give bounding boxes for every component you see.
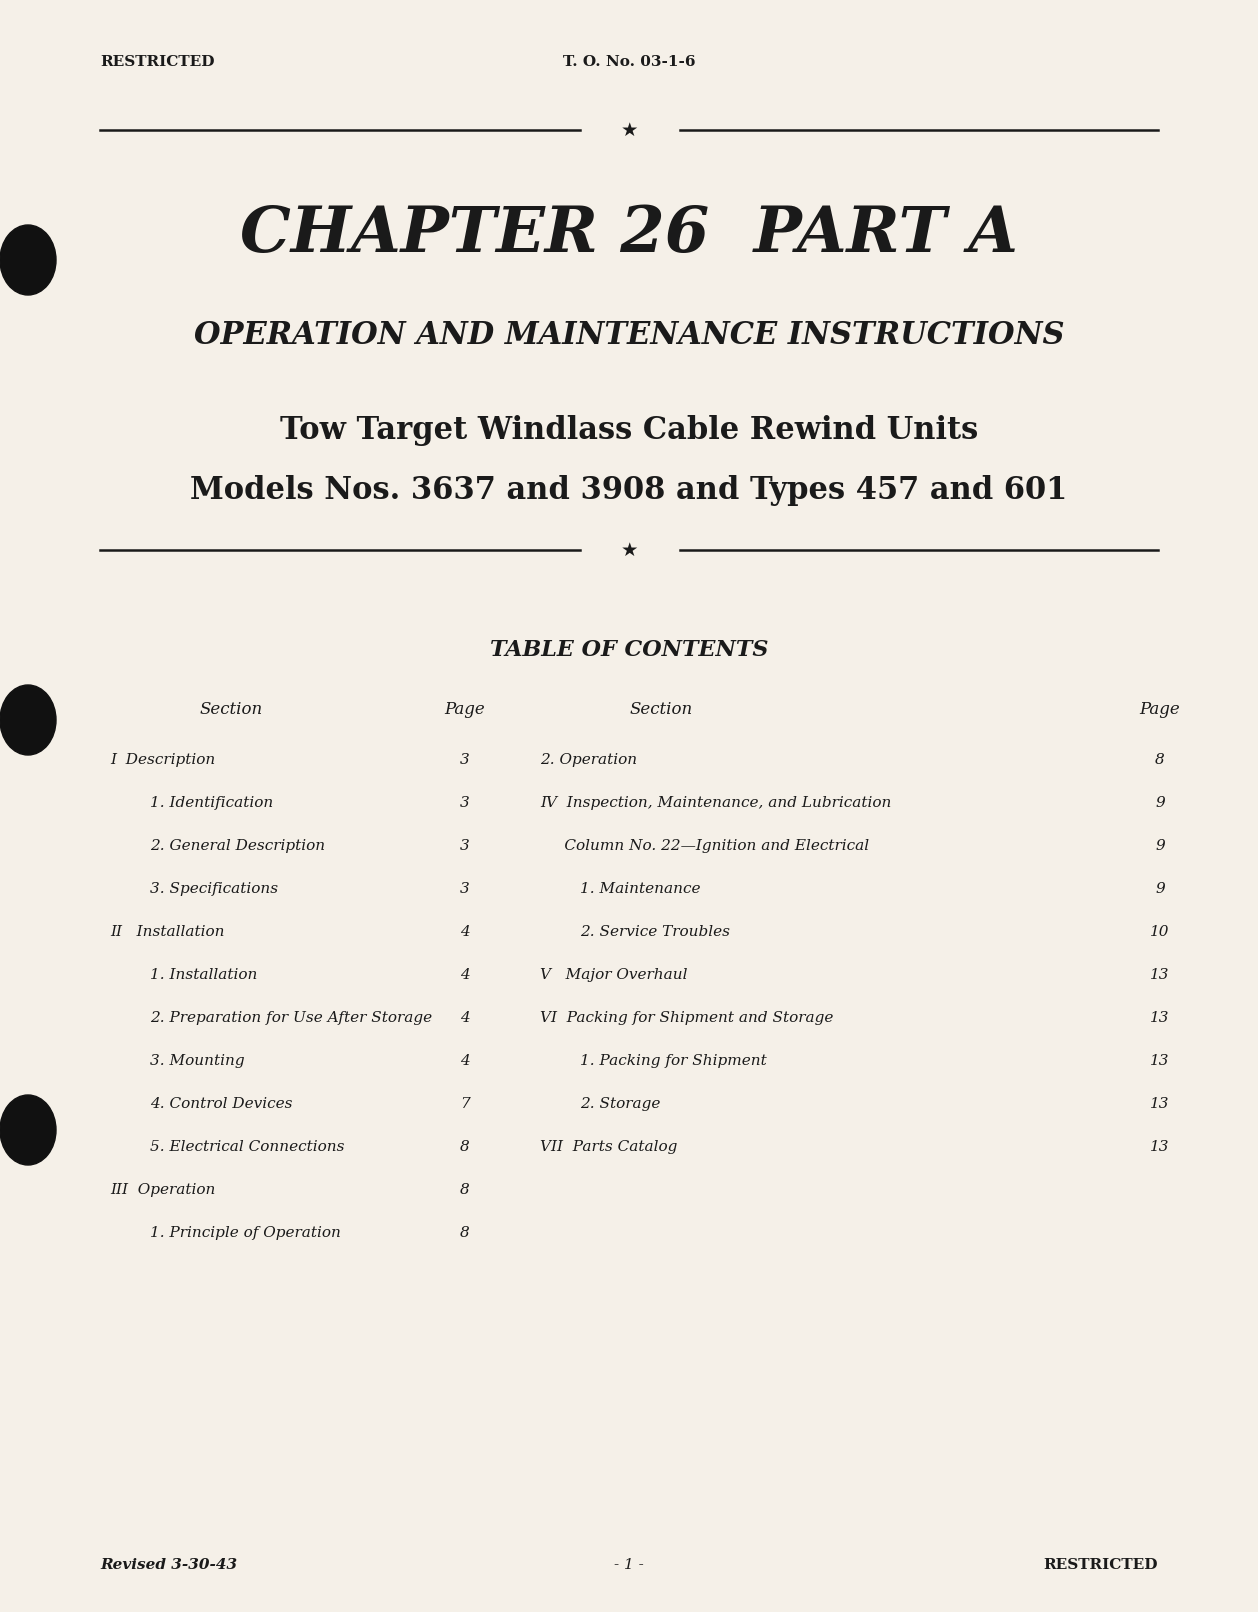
Text: - 1 -: - 1 - xyxy=(614,1559,644,1572)
Text: 1. Principle of Operation: 1. Principle of Operation xyxy=(150,1227,341,1240)
Text: V   Major Overhaul: V Major Overhaul xyxy=(540,967,688,982)
Text: III  Operation: III Operation xyxy=(109,1183,215,1198)
Text: VII  Parts Catalog: VII Parts Catalog xyxy=(540,1140,677,1154)
Text: 9: 9 xyxy=(1155,838,1165,853)
Text: 3: 3 xyxy=(460,838,470,853)
Text: Tow Target Windlass Cable Rewind Units: Tow Target Windlass Cable Rewind Units xyxy=(279,414,979,445)
Text: 3: 3 xyxy=(460,882,470,896)
Text: VI  Packing for Shipment and Storage: VI Packing for Shipment and Storage xyxy=(540,1011,833,1025)
Text: 13: 13 xyxy=(1150,1140,1170,1154)
Text: 2. Service Troubles: 2. Service Troubles xyxy=(580,925,730,940)
Text: TABLE OF CONTENTS: TABLE OF CONTENTS xyxy=(489,638,769,661)
Text: II   Installation: II Installation xyxy=(109,925,224,940)
Text: 2. Storage: 2. Storage xyxy=(580,1098,660,1111)
Text: 13: 13 xyxy=(1150,1098,1170,1111)
Text: 8: 8 xyxy=(1155,753,1165,767)
Text: ★: ★ xyxy=(620,121,638,140)
Text: 9: 9 xyxy=(1155,796,1165,809)
Text: ★: ★ xyxy=(620,540,638,559)
Text: 3. Specifications: 3. Specifications xyxy=(150,882,278,896)
Text: IV  Inspection, Maintenance, and Lubrication: IV Inspection, Maintenance, and Lubricat… xyxy=(540,796,892,809)
Text: 4: 4 xyxy=(460,967,470,982)
Text: OPERATION AND MAINTENANCE INSTRUCTIONS: OPERATION AND MAINTENANCE INSTRUCTIONS xyxy=(194,319,1064,350)
Text: 7: 7 xyxy=(460,1098,470,1111)
Text: Page: Page xyxy=(444,701,486,719)
Ellipse shape xyxy=(0,685,57,754)
Text: CHAPTER 26  PART A: CHAPTER 26 PART A xyxy=(240,205,1018,266)
Text: 1. Maintenance: 1. Maintenance xyxy=(580,882,701,896)
Text: RESTRICTED: RESTRICTED xyxy=(1043,1559,1159,1572)
Text: Section: Section xyxy=(200,701,263,719)
Text: 1. Identification: 1. Identification xyxy=(150,796,273,809)
Text: Revised 3-30-43: Revised 3-30-43 xyxy=(99,1559,237,1572)
Text: 8: 8 xyxy=(460,1140,470,1154)
Text: 4: 4 xyxy=(460,925,470,940)
Text: 8: 8 xyxy=(460,1227,470,1240)
Text: 1. Installation: 1. Installation xyxy=(150,967,258,982)
Text: 9: 9 xyxy=(1155,882,1165,896)
Text: T. O. No. 03-1-6: T. O. No. 03-1-6 xyxy=(562,55,696,69)
Text: 13: 13 xyxy=(1150,1054,1170,1069)
Text: I  Description: I Description xyxy=(109,753,215,767)
Text: 10: 10 xyxy=(1150,925,1170,940)
Text: 4. Control Devices: 4. Control Devices xyxy=(150,1098,293,1111)
Text: Section: Section xyxy=(630,701,693,719)
Ellipse shape xyxy=(0,226,57,295)
Text: RESTRICTED: RESTRICTED xyxy=(99,55,215,69)
Text: 2. Operation: 2. Operation xyxy=(540,753,637,767)
Text: 1. Packing for Shipment: 1. Packing for Shipment xyxy=(580,1054,766,1069)
Text: Page: Page xyxy=(1140,701,1180,719)
Text: 4: 4 xyxy=(460,1011,470,1025)
Text: 3. Mounting: 3. Mounting xyxy=(150,1054,244,1069)
Text: Models Nos. 3637 and 3908 and Types 457 and 601: Models Nos. 3637 and 3908 and Types 457 … xyxy=(190,474,1068,506)
Text: 3: 3 xyxy=(460,796,470,809)
Text: 13: 13 xyxy=(1150,1011,1170,1025)
Text: 2. Preparation for Use After Storage: 2. Preparation for Use After Storage xyxy=(150,1011,433,1025)
Text: Column No. 22—Ignition and Electrical: Column No. 22—Ignition and Electrical xyxy=(540,838,869,853)
Text: 13: 13 xyxy=(1150,967,1170,982)
Text: 2. General Description: 2. General Description xyxy=(150,838,325,853)
Text: 8: 8 xyxy=(460,1183,470,1198)
Ellipse shape xyxy=(0,1095,57,1165)
Text: 3: 3 xyxy=(460,753,470,767)
Text: 4: 4 xyxy=(460,1054,470,1069)
Text: 5. Electrical Connections: 5. Electrical Connections xyxy=(150,1140,345,1154)
